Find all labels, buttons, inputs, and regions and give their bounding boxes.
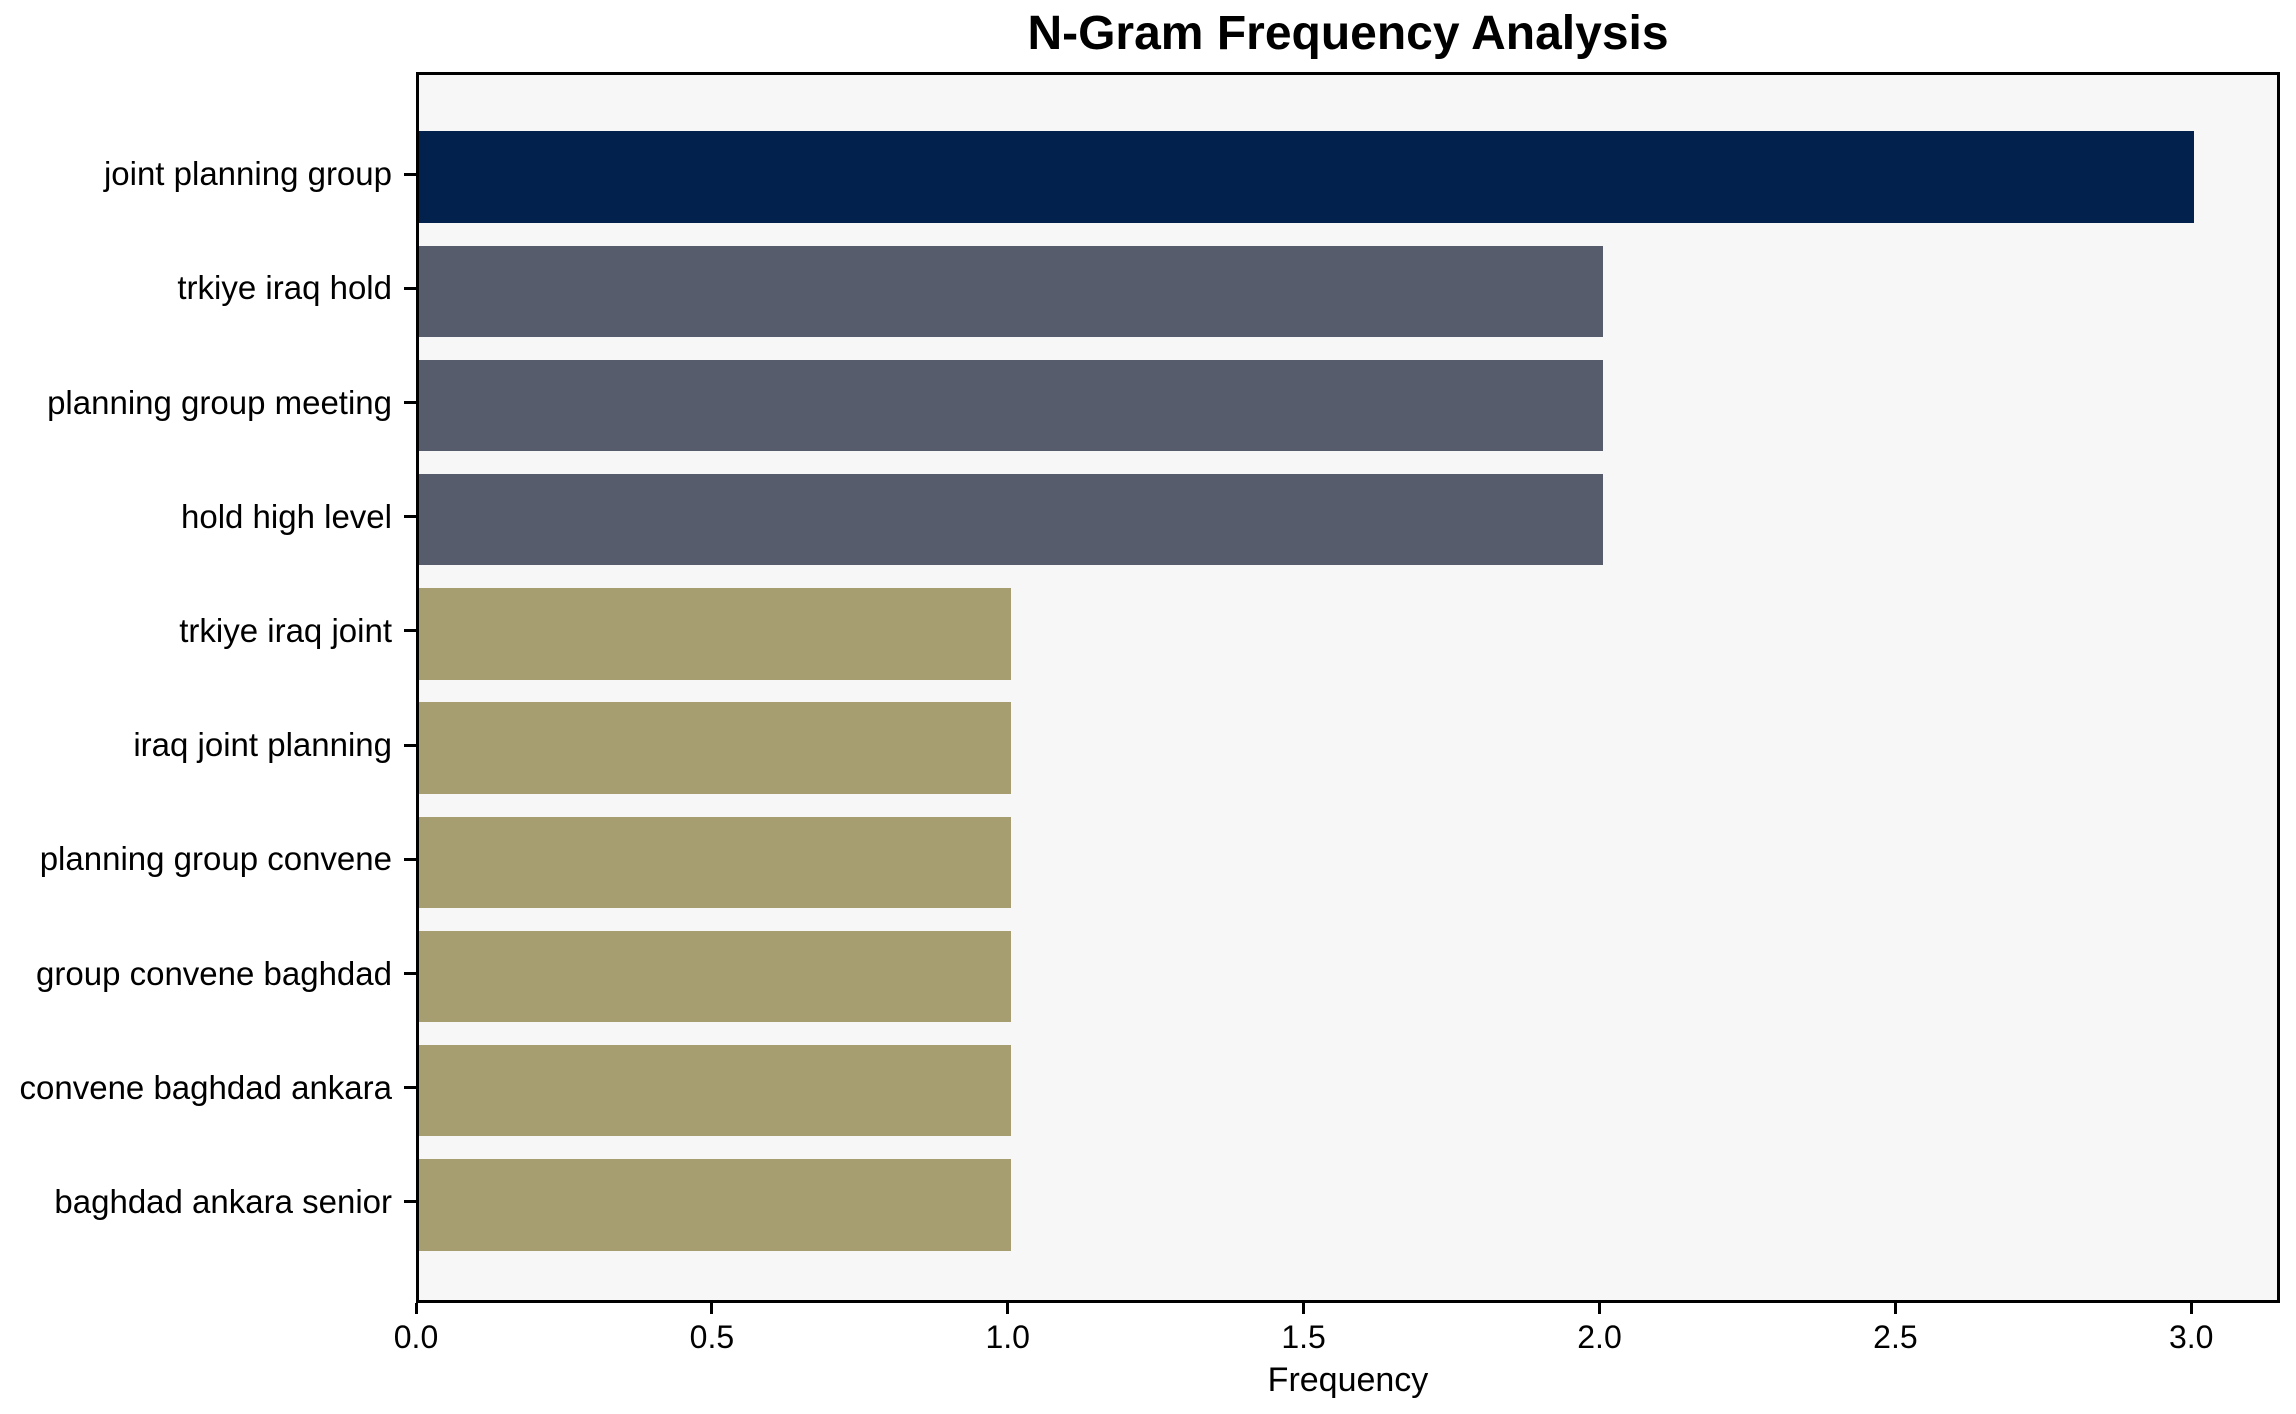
y-tick-label: planning group meeting bbox=[47, 383, 392, 421]
x-tick-label: 1.0 bbox=[985, 1319, 1030, 1355]
chart-title: N-Gram Frequency Analysis bbox=[1027, 7, 1669, 60]
y-tick-mark bbox=[404, 401, 416, 404]
bar-baghdad-ankara-senior bbox=[419, 1159, 1011, 1251]
y-tick-label: baghdad ankara senior bbox=[54, 1182, 392, 1220]
y-tick-mark bbox=[404, 286, 416, 290]
y-tick-mark bbox=[404, 1086, 416, 1090]
x-tick-label: 0.5 bbox=[689, 1319, 735, 1355]
y-tick-label: trkiye iraq hold bbox=[177, 269, 392, 307]
y-tick-mark bbox=[404, 972, 416, 975]
y-tick-label: hold high level bbox=[181, 497, 392, 535]
y-tick-mark bbox=[404, 857, 416, 861]
bar-hold-high-level bbox=[419, 474, 1603, 566]
x-tick-mark bbox=[1598, 1303, 1601, 1314]
y-tick-label: iraq joint planning bbox=[133, 726, 392, 764]
bar-convene-baghdad-ankara bbox=[419, 1045, 1011, 1137]
bar-joint-planning-group bbox=[419, 131, 2195, 223]
y-tick-mark bbox=[404, 629, 416, 633]
x-tick-mark bbox=[414, 1303, 418, 1314]
bar-iraq-joint-planning bbox=[419, 702, 1011, 794]
bar-planning-group-convene bbox=[419, 816, 1011, 908]
y-tick-label: convene baghdad ankara bbox=[19, 1068, 392, 1106]
y-tick-mark bbox=[404, 743, 416, 747]
x-tick-mark bbox=[2189, 1303, 2193, 1314]
x-tick-label: 1.5 bbox=[1281, 1319, 1326, 1355]
bar-planning-group-meeting bbox=[419, 359, 1603, 452]
bar-trkiye-iraq-joint bbox=[419, 588, 1011, 680]
y-tick-mark bbox=[404, 172, 416, 176]
y-tick-label: planning group convene bbox=[39, 840, 392, 878]
x-tick-label: 2.5 bbox=[1873, 1319, 1918, 1355]
x-tick-mark bbox=[1893, 1303, 1897, 1314]
x-tick-mark bbox=[1006, 1303, 1010, 1314]
y-tick-label: trkiye iraq joint bbox=[179, 611, 392, 649]
x-tick-label: 2.0 bbox=[1577, 1319, 1622, 1355]
x-tick-label: 3.0 bbox=[2168, 1319, 2214, 1355]
x-axis-label: Frequency bbox=[1267, 1361, 1429, 1399]
bar-group-convene-baghdad bbox=[419, 930, 1011, 1023]
x-tick-label: 0.0 bbox=[393, 1319, 439, 1355]
bar-trkiye-iraq-hold bbox=[419, 245, 1603, 337]
y-tick-mark bbox=[404, 515, 416, 519]
y-tick-label: joint planning group bbox=[103, 155, 392, 193]
x-tick-mark bbox=[1302, 1303, 1306, 1314]
x-tick-mark bbox=[710, 1303, 714, 1314]
plot-area bbox=[416, 72, 2280, 1303]
y-tick-label: group convene baghdad bbox=[36, 954, 392, 992]
y-tick-mark bbox=[404, 1200, 416, 1204]
